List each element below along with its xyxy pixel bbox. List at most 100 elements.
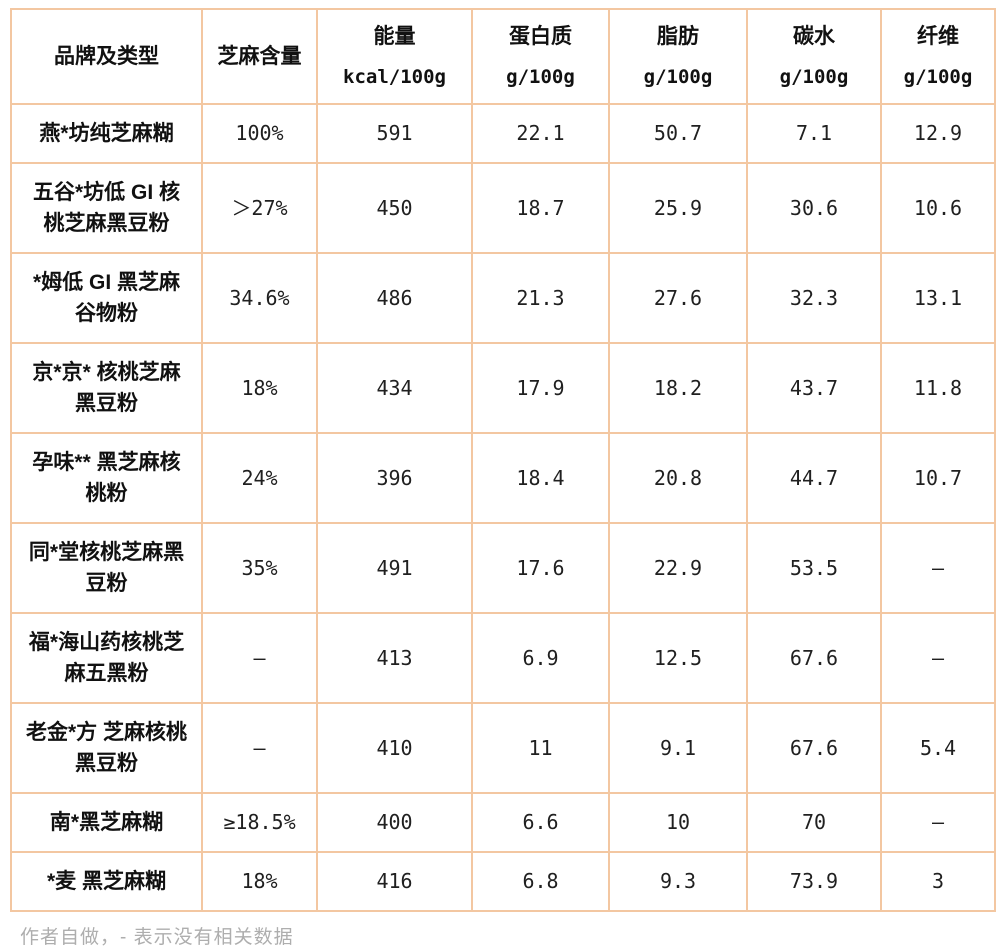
sesame-cell: – <box>201 612 318 704</box>
protein-cell: 17.6 <box>471 522 610 614</box>
sesame-cell: 100% <box>201 103 318 164</box>
col-header-protein-unit: g/100g <box>506 66 575 88</box>
col-header-protein: 蛋白质 g/100g <box>471 8 610 105</box>
col-header-sesame: 芝麻含量 <box>201 8 318 105</box>
protein-cell: 6.9 <box>471 612 610 704</box>
table-row: 南*黑芝麻糊 ≥18.5% 400 6.6 10 70 – <box>10 792 996 853</box>
footnote: 作者自做，- 表示没有相关数据 <box>20 927 294 948</box>
carbs-cell: 44.7 <box>746 432 882 524</box>
sesame-cell: ＞27% <box>201 162 318 254</box>
col-header-brand-label: 品牌及类型 <box>54 45 159 68</box>
col-header-fiber: 纤维 g/100g <box>880 8 996 105</box>
sesame-cell: 34.6% <box>201 252 318 344</box>
fat-cell: 18.2 <box>608 342 748 434</box>
carbs-cell: 32.3 <box>746 252 882 344</box>
protein-cell: 17.9 <box>471 342 610 434</box>
fat-cell: 20.8 <box>608 432 748 524</box>
brand-cell: 五谷*坊低 GI 核桃芝麻黑豆粉 <box>10 162 203 254</box>
sesame-cell: – <box>201 702 318 794</box>
sesame-cell: 35% <box>201 522 318 614</box>
protein-cell: 6.8 <box>471 851 610 912</box>
fiber-cell: 13.1 <box>880 252 996 344</box>
col-header-fiber-label: 纤维 <box>917 25 959 48</box>
fiber-cell: 3 <box>880 851 996 912</box>
sesame-cell: 18% <box>201 851 318 912</box>
col-header-fiber-unit: g/100g <box>903 66 973 88</box>
carbs-cell: 67.6 <box>746 612 882 704</box>
protein-cell: 6.6 <box>471 792 610 853</box>
fat-cell: 9.1 <box>608 702 748 794</box>
protein-cell: 11 <box>471 702 610 794</box>
col-header-carbs: 碳水 g/100g <box>746 8 882 105</box>
fiber-cell: 10.6 <box>880 162 996 254</box>
brand-cell: 孕味** 黑芝麻核桃粉 <box>10 432 203 524</box>
carbs-cell: 43.7 <box>746 342 882 434</box>
header-row: 品牌及类型 芝麻含量 能量 kcal/100g 蛋白质 g/100g 脂肪 <box>10 8 996 105</box>
col-header-carbs-label: 碳水 <box>793 25 835 48</box>
carbs-cell: 70 <box>746 792 882 853</box>
col-header-energy: 能量 kcal/100g <box>316 8 473 105</box>
table-row: 同*堂核桃芝麻黑豆粉 35% 491 17.6 22.9 53.5 – <box>10 522 996 614</box>
col-header-fat-unit: g/100g <box>643 66 713 88</box>
brand-cell: *姆低 GI 黑芝麻谷物粉 <box>10 252 203 344</box>
energy-cell: 434 <box>316 342 473 434</box>
fiber-cell: 5.4 <box>880 702 996 794</box>
col-header-sesame-label: 芝麻含量 <box>217 45 302 68</box>
fiber-cell: – <box>880 522 996 614</box>
energy-cell: 396 <box>316 432 473 524</box>
fat-cell: 50.7 <box>608 103 748 164</box>
fiber-cell: 12.9 <box>880 103 996 164</box>
energy-cell: 450 <box>316 162 473 254</box>
sesame-cell: 18% <box>201 342 318 434</box>
brand-cell: 京*京* 核桃芝麻黑豆粉 <box>10 342 203 434</box>
brand-cell: *麦 黑芝麻糊 <box>10 851 203 912</box>
col-header-energy-unit: kcal/100g <box>343 66 446 88</box>
table-row: 京*京* 核桃芝麻黑豆粉 18% 434 17.9 18.2 43.7 11.8 <box>10 342 996 434</box>
fat-cell: 25.9 <box>608 162 748 254</box>
sesame-cell: 24% <box>201 432 318 524</box>
protein-cell: 18.7 <box>471 162 610 254</box>
table-row: 孕味** 黑芝麻核桃粉 24% 396 18.4 20.8 44.7 10.7 <box>10 432 996 524</box>
col-header-brand: 品牌及类型 <box>10 8 203 105</box>
table-row: *麦 黑芝麻糊 18% 416 6.8 9.3 73.9 3 <box>10 851 996 912</box>
col-header-fat: 脂肪 g/100g <box>608 8 748 105</box>
fat-cell: 22.9 <box>608 522 748 614</box>
brand-cell: 南*黑芝麻糊 <box>10 792 203 853</box>
col-header-carbs-unit: g/100g <box>779 66 849 88</box>
carbs-cell: 73.9 <box>746 851 882 912</box>
energy-cell: 400 <box>316 792 473 853</box>
carbs-cell: 67.6 <box>746 702 882 794</box>
fat-cell: 9.3 <box>608 851 748 912</box>
carbs-cell: 7.1 <box>746 103 882 164</box>
table-row: 福*海山药核桃芝麻五黑粉 – 413 6.9 12.5 67.6 – <box>10 612 996 704</box>
nutrition-table: 品牌及类型 芝麻含量 能量 kcal/100g 蛋白质 g/100g 脂肪 <box>10 8 996 912</box>
brand-cell: 老金*方 芝麻核桃黑豆粉 <box>10 702 203 794</box>
fiber-cell: 10.7 <box>880 432 996 524</box>
fiber-cell: 11.8 <box>880 342 996 434</box>
energy-cell: 416 <box>316 851 473 912</box>
carbs-cell: 53.5 <box>746 522 882 614</box>
sesame-cell: ≥18.5% <box>201 792 318 853</box>
energy-cell: 491 <box>316 522 473 614</box>
energy-cell: 410 <box>316 702 473 794</box>
fiber-cell: – <box>880 612 996 704</box>
protein-cell: 18.4 <box>471 432 610 524</box>
fat-cell: 12.5 <box>608 612 748 704</box>
carbs-cell: 30.6 <box>746 162 882 254</box>
fat-cell: 10 <box>608 792 748 853</box>
energy-cell: 591 <box>316 103 473 164</box>
table-row: 五谷*坊低 GI 核桃芝麻黑豆粉 ＞27% 450 18.7 25.9 30.6… <box>10 162 996 254</box>
brand-cell: 福*海山药核桃芝麻五黑粉 <box>10 612 203 704</box>
col-header-fat-label: 脂肪 <box>657 25 699 48</box>
col-header-protein-label: 蛋白质 <box>509 25 572 48</box>
table-row: 老金*方 芝麻核桃黑豆粉 – 410 11 9.1 67.6 5.4 <box>10 702 996 794</box>
col-header-energy-label: 能量 <box>373 25 416 48</box>
table-row: *姆低 GI 黑芝麻谷物粉 34.6% 486 21.3 27.6 32.3 1… <box>10 252 996 344</box>
protein-cell: 22.1 <box>471 103 610 164</box>
fiber-cell: – <box>880 792 996 853</box>
protein-cell: 21.3 <box>471 252 610 344</box>
brand-cell: 燕*坊纯芝麻糊 <box>10 103 203 164</box>
energy-cell: 413 <box>316 612 473 704</box>
brand-cell: 同*堂核桃芝麻黑豆粉 <box>10 522 203 614</box>
